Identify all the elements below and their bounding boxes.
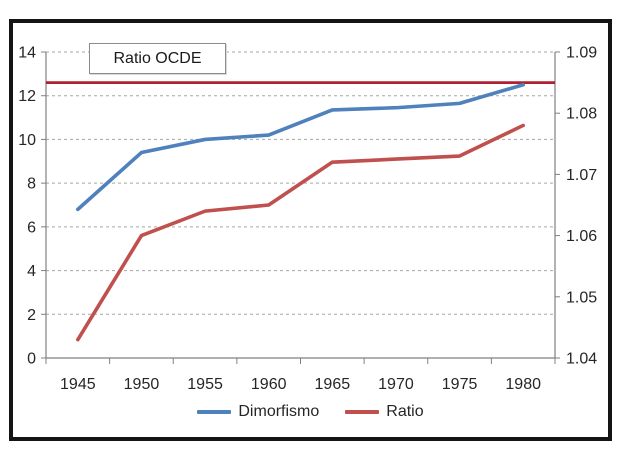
x-axis-tick-label: 1960 (251, 376, 287, 393)
left-axis-tick-label: 8 (27, 176, 36, 193)
legend-swatch-dimorfismo (197, 410, 232, 414)
right-axis-tick-label: 1.06 (566, 228, 597, 245)
left-axis-tick-label: 10 (18, 132, 36, 149)
left-axis-tick-label: 12 (18, 88, 36, 105)
left-axis-tick-label: 4 (27, 263, 36, 280)
series-line-ratio (76, 123, 525, 342)
series-line-dimorfismo (76, 82, 525, 212)
legend: Dimorfismo Ratio (9, 399, 612, 425)
right-axis-tick-label: 1.05 (566, 289, 597, 306)
right-axis-tick-label: 1.09 (566, 45, 597, 62)
left-axis-tick-label: 14 (18, 45, 36, 62)
legend-entry-dimorfismo: Dimorfismo (197, 403, 319, 421)
reference-line-label: Ratio OCDE (113, 49, 202, 67)
left-axis-tick-label: 2 (27, 307, 36, 324)
reference-line-label-box: Ratio OCDE (89, 43, 226, 74)
left-axis-tick-label: 6 (27, 219, 36, 236)
x-axis-tick-label: 1950 (124, 376, 160, 393)
x-axis-tick-label: 1970 (378, 376, 414, 393)
x-axis-tick-label: 1965 (315, 376, 351, 393)
x-axis-tick-label: 1945 (60, 376, 96, 393)
legend-entry-ratio: Ratio (345, 403, 424, 421)
x-axis-tick-label: 1975 (442, 376, 478, 393)
right-axis-tick-label: 1.08 (566, 106, 597, 123)
legend-label-dimorfismo: Dimorfismo (238, 403, 320, 420)
x-axis-tick-label: 1980 (505, 376, 541, 393)
left-axis-tick-label: 0 (27, 351, 36, 368)
legend-swatch-ratio (345, 410, 380, 414)
right-axis-tick-label: 1.07 (566, 167, 597, 184)
right-axis-tick-label: 1.04 (566, 351, 597, 368)
legend-label-ratio: Ratio (386, 403, 424, 420)
x-axis-tick-label: 1955 (187, 376, 223, 393)
